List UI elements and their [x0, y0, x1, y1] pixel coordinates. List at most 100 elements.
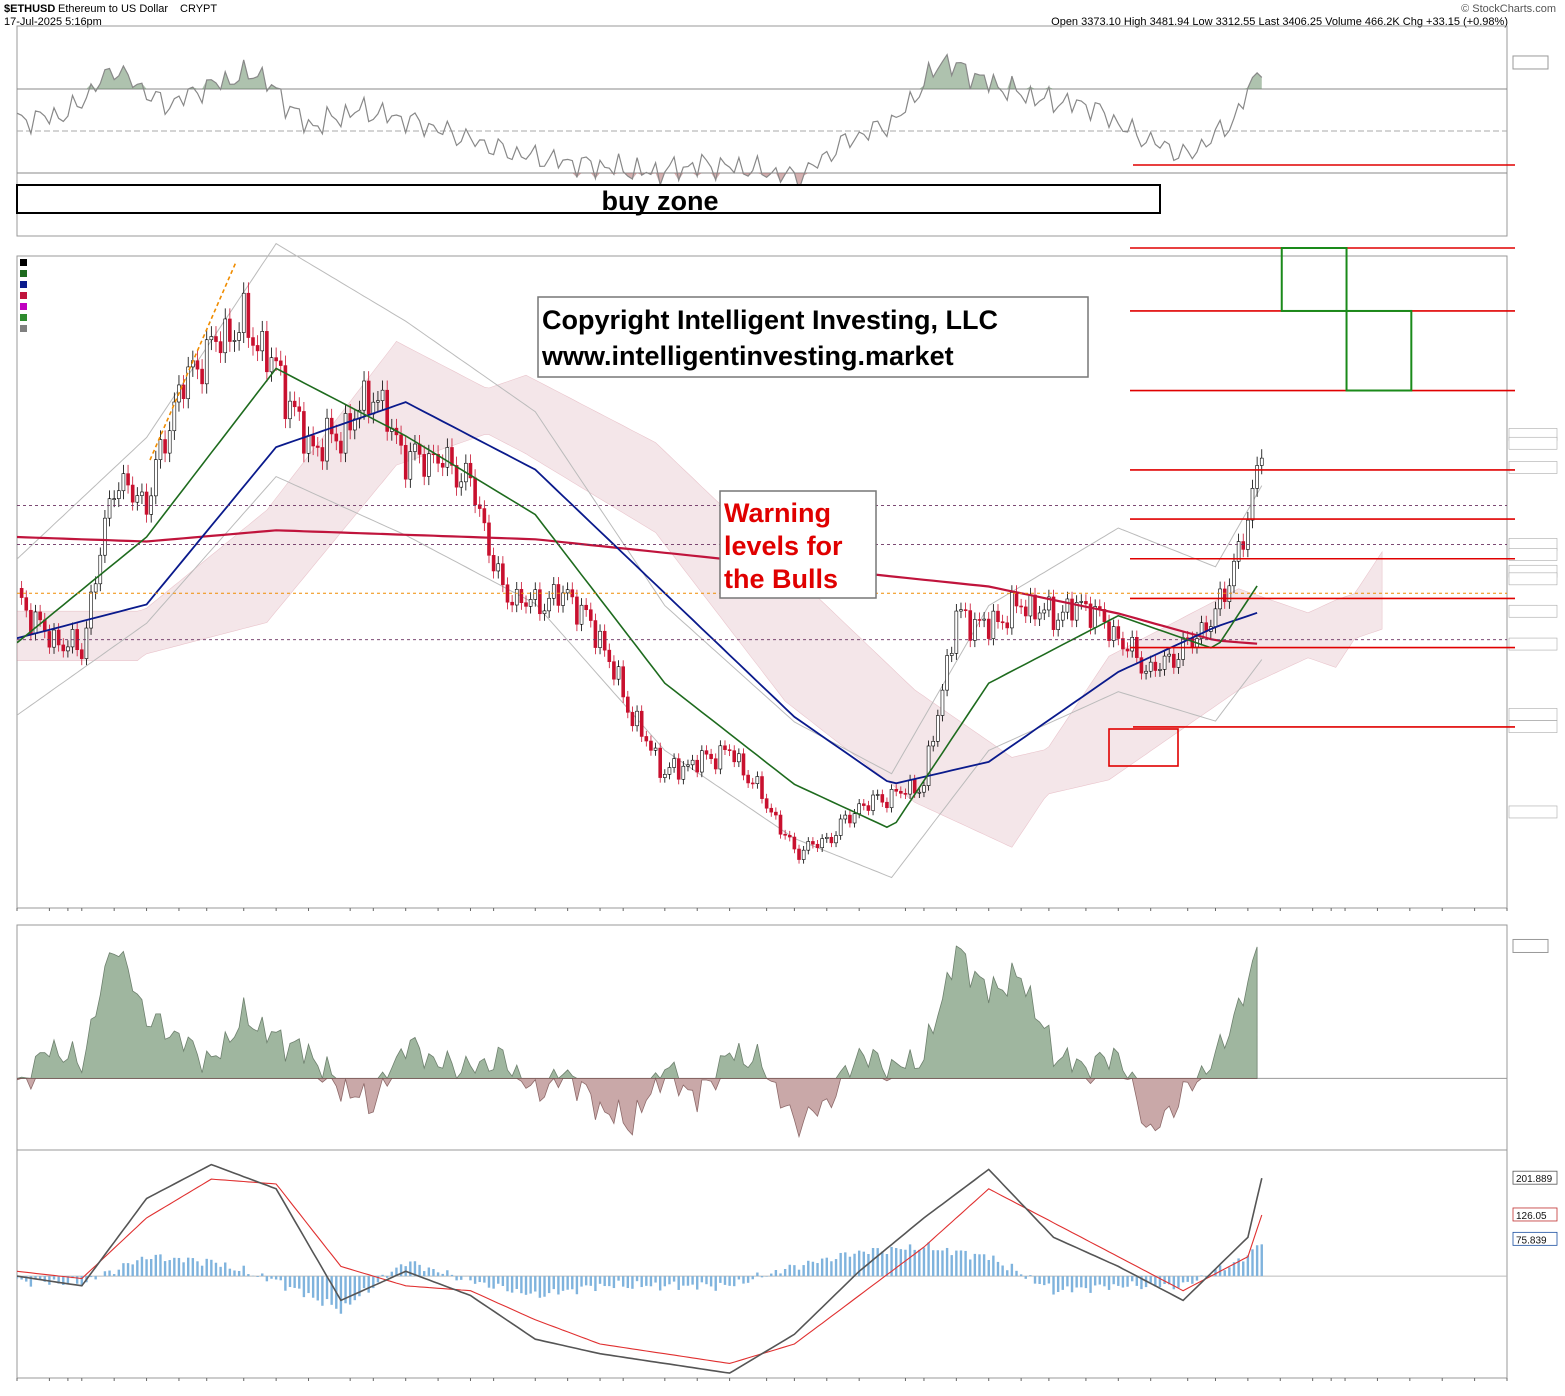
- macd-hist-bar: [418, 1264, 421, 1277]
- macd-hist-bar: [1019, 1274, 1023, 1277]
- candle-body: [690, 759, 695, 766]
- macd-hist-bar: [705, 1276, 708, 1285]
- macd-hist-bar: [149, 1259, 153, 1277]
- macd-hist-bar: [52, 1276, 56, 1280]
- macd-hist-bar: [293, 1276, 296, 1288]
- macd-hist-bar: [330, 1276, 333, 1305]
- macd-hist-bar: [742, 1276, 745, 1284]
- candle-body: [459, 481, 464, 488]
- copyright-line2: www.intelligentinvesting.market: [541, 341, 954, 371]
- candle-body: [70, 629, 75, 648]
- candle-body: [482, 508, 487, 524]
- macd-hist-bar: [1177, 1276, 1180, 1288]
- macd-hist-bar: [654, 1276, 657, 1283]
- macd-hist-bar: [876, 1248, 879, 1277]
- candle-body: [792, 836, 797, 850]
- macd-hist-bar: [1228, 1267, 1231, 1277]
- macd-hist-bar: [802, 1265, 805, 1277]
- candle-body: [380, 389, 385, 401]
- macd-hist-bar: [478, 1276, 481, 1283]
- macd-hist-bar: [524, 1276, 528, 1295]
- candle-body: [79, 649, 84, 659]
- candle-body: [1121, 638, 1125, 650]
- candle-body: [251, 337, 255, 346]
- macd-hist-bar: [441, 1273, 444, 1277]
- macd-hist-bar: [131, 1264, 134, 1277]
- header-exchange: CRYPT: [180, 3, 217, 15]
- macd-hist-bar: [728, 1276, 731, 1286]
- cmf-value-tag: [1512, 938, 1549, 953]
- macd-hist-bar: [969, 1259, 972, 1277]
- candle-body: [214, 336, 218, 342]
- macd-hist-bar: [510, 1276, 514, 1293]
- macd-hist-bar: [307, 1276, 310, 1294]
- candle-body: [473, 477, 477, 506]
- macd-hist-bar: [945, 1247, 949, 1277]
- candle-body: [265, 331, 269, 373]
- candle-body: [940, 689, 945, 716]
- candle-body: [167, 430, 172, 454]
- macd-hist-bar: [543, 1276, 546, 1297]
- macd-hist-bar: [1103, 1276, 1106, 1287]
- candle-body: [769, 807, 774, 813]
- macd-hist-bar: [372, 1276, 375, 1289]
- macd-hist-bar: [1010, 1263, 1014, 1277]
- candle-body: [52, 629, 56, 648]
- macd-hist-bar: [358, 1276, 361, 1297]
- candle-body: [297, 406, 302, 412]
- macd-hist-bar: [807, 1260, 810, 1277]
- candle-body: [112, 498, 116, 500]
- candle-body: [880, 794, 885, 803]
- macd-hist-bar: [362, 1276, 366, 1289]
- candle-body: [204, 339, 209, 385]
- macd-hist-bar: [871, 1247, 875, 1277]
- candle-body: [1255, 465, 1259, 489]
- candle-body: [1199, 622, 1204, 639]
- candle-body: [1111, 626, 1116, 641]
- candle-body: [376, 400, 380, 403]
- candle-body: [1246, 519, 1250, 550]
- candle-body: [93, 583, 98, 593]
- macd-hist-bar: [1015, 1270, 1018, 1277]
- candle-body: [778, 814, 783, 835]
- macd-hist-bar: [992, 1255, 995, 1277]
- candle-body: [579, 604, 584, 625]
- candle-body: [718, 745, 723, 770]
- candle-body: [588, 609, 593, 621]
- macd-hist-bar: [80, 1276, 83, 1287]
- macd-hist-bar: [205, 1258, 208, 1277]
- candle-body: [727, 749, 732, 751]
- candle-body: [1037, 612, 1042, 620]
- macd-hist-bar: [760, 1276, 764, 1278]
- candle-body: [135, 495, 140, 503]
- candle-body: [1019, 605, 1023, 608]
- candle-body: [681, 765, 686, 780]
- macd-hist-bar: [103, 1271, 107, 1277]
- candle-body: [186, 366, 191, 400]
- candle-body: [1051, 596, 1056, 630]
- rsi-value-tag: [1512, 55, 1549, 70]
- macd-hist-bar: [492, 1276, 495, 1289]
- candle-body: [912, 779, 917, 794]
- macd-hist-bar: [1237, 1258, 1240, 1277]
- macd-hist-bar: [450, 1274, 454, 1277]
- candle-body: [274, 357, 278, 362]
- macd-hist-bar: [779, 1273, 782, 1277]
- candle-body: [843, 814, 848, 820]
- macd-hist-bar: [455, 1276, 458, 1281]
- macd-hist-bar: [1154, 1276, 1157, 1287]
- candle-body: [547, 597, 551, 612]
- macd-hist-bar: [640, 1276, 643, 1288]
- candle-body: [639, 710, 644, 737]
- rsi-line: [17, 53, 1263, 192]
- header-watermark: © StockCharts.com: [1461, 3, 1556, 15]
- macd-hist-bar: [913, 1249, 916, 1277]
- candle-body: [1144, 670, 1148, 674]
- macd-hist-bar: [783, 1268, 787, 1277]
- candle-body: [283, 365, 288, 420]
- candle-body: [334, 433, 339, 442]
- macd-hist-bar: [950, 1255, 953, 1277]
- candle-body: [320, 447, 325, 462]
- candle-body: [663, 774, 667, 778]
- macd-hist-bar: [237, 1270, 241, 1277]
